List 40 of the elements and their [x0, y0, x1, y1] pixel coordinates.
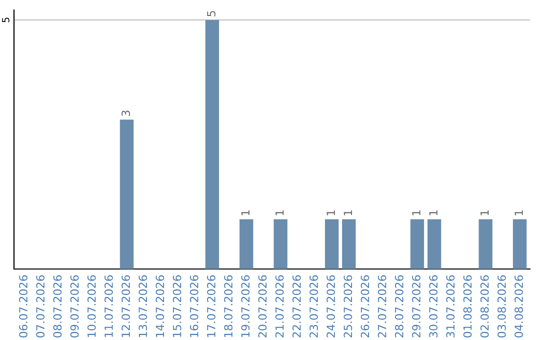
- data-label: 1: [412, 210, 420, 216]
- x-tick-label: 25.07.2026: [344, 275, 352, 338]
- x-tick-label: 14.07.2026: [156, 275, 164, 337]
- x-tick-label: 16.07.2026: [190, 275, 198, 337]
- x-tick-label: 11.07.2026: [104, 275, 113, 337]
- data-label: 1: [480, 210, 489, 216]
- x-tick-label: 03.08.2026: [497, 275, 506, 338]
- x-tick-label: 13.07.2026: [138, 275, 148, 337]
- x-tick-label: 21.07.2026: [275, 275, 284, 338]
- x-tick-label: 15.07.2026: [172, 275, 182, 337]
- data-label: 5: [207, 11, 216, 16]
- data-label: 1: [514, 210, 523, 216]
- x-tick-label: 04.08.2026: [514, 275, 523, 338]
- x-tick-label: 31.07.2026: [446, 275, 455, 338]
- x-tick-label: 26.07.2026: [360, 275, 370, 338]
- x-tick-label: 07.07.2026: [36, 275, 45, 338]
- data-label: 1: [326, 210, 335, 216]
- x-tick-label: 27.07.2026: [378, 275, 386, 338]
- x-tick-label: 06.07.2026: [19, 275, 28, 338]
- x-tick-label: 09.07.2026: [70, 275, 79, 338]
- x-tick-label: 12.07.2026: [122, 275, 130, 337]
- x-tick-label: 17.07.2026: [207, 275, 216, 337]
- x-tick-label: 01.08.2026: [463, 275, 472, 338]
- data-label: 1: [276, 210, 284, 216]
- data-label: 1: [344, 210, 352, 216]
- data-label: 1: [429, 210, 438, 216]
- x-tick-label: 22.07.2026: [292, 275, 301, 338]
- x-tick-label: 29.07.2026: [412, 275, 420, 338]
- x-tick-label: 20.07.2026: [258, 275, 267, 338]
- x-tick-label: 30.07.2026: [429, 275, 438, 338]
- data-label: 3: [122, 110, 130, 116]
- x-tick-label: 10.07.2026: [87, 275, 96, 337]
- x-tick-label: 23.07.2026: [310, 275, 318, 338]
- x-tick-label: 02.08.2026: [480, 275, 489, 338]
- x-tick-label: 08.07.2026: [53, 275, 62, 338]
- x-tick-label: 19.07.2026: [241, 275, 250, 337]
- x-tick-label: 28.07.2026: [394, 275, 404, 338]
- data-label: 1: [241, 210, 250, 216]
- x-tick-label: 18.07.2026: [224, 275, 233, 337]
- x-tick-label: 24.07.2026: [326, 275, 336, 338]
